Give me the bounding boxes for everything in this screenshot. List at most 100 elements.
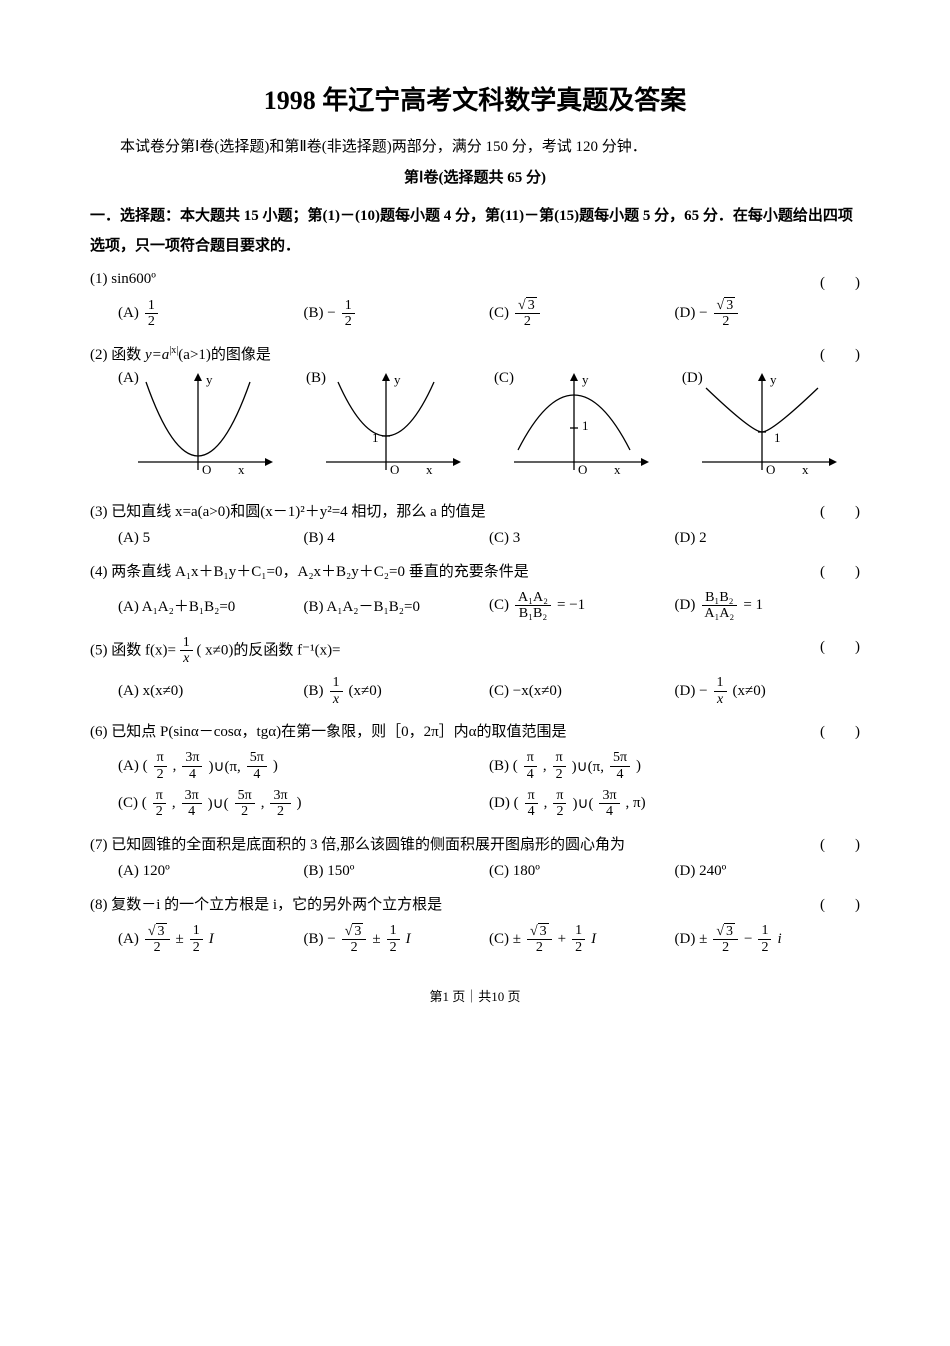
fraction-icon: π4 <box>524 750 537 782</box>
q4-options: (A) A₁A₂＋B₁B₂=0 (B) A₁A₂－B₁B₂=0 (C) A₁A₂… <box>118 587 860 625</box>
frac-den: 2 <box>572 940 585 955</box>
q6-stem: (6) 已知点 P(sinα－cosα，tgα)在第一象限，则［0，2π］内α的… <box>90 724 567 740</box>
q6-options: (A) ( π2 , 3π4 )∪(π, 5π4 ) (B) ( π4 , π2… <box>118 747 860 823</box>
sqrt-content: 3 <box>538 923 549 939</box>
frac-num: 5π <box>610 750 630 766</box>
opt-label: (D) − <box>675 683 708 700</box>
mid: )∪( <box>572 794 593 813</box>
fraction-icon: 12 <box>758 923 771 955</box>
question-1: (1) sin600º ( ) <box>90 271 860 288</box>
frac-den: 2 <box>151 940 164 955</box>
axis-x: x <box>238 462 245 477</box>
frac-den: 4 <box>186 767 199 782</box>
frac-num: π <box>153 788 166 804</box>
fraction-icon: 1 2 <box>342 298 355 330</box>
exam-page: 1998 年辽宁高考文科数学真题及答案 本试卷分第Ⅰ卷(选择题)和第Ⅱ卷(非选择… <box>0 0 950 1045</box>
q7-opt-d: (D) 240º <box>675 860 861 883</box>
pm: − <box>744 931 752 948</box>
graph-b-svg: 1 O x y <box>306 370 466 490</box>
frac-den: A₁A₂ <box>701 606 737 621</box>
graph-label: (D) <box>682 370 703 387</box>
comma: , <box>173 758 177 775</box>
q6-opt-d: (D) ( π4 , π2 )∪( 3π4 , π) <box>489 785 860 823</box>
question-6: (6) 已知点 P(sinα－cosα，tgα)在第一象限，则［0，2π］内α的… <box>90 720 860 741</box>
q1-stem: (1) sin600º <box>90 271 156 287</box>
q2-stem-prefix: (2) 函数 <box>90 347 145 363</box>
opt-label: (D) <box>675 597 696 614</box>
q3-stem: (3) 已知直线 x=a(a>0)和圆(x－1)²＋y²=4 相切，那么 a 的… <box>90 504 486 520</box>
comma: , <box>544 795 548 812</box>
q8-stem: (8) 复数－i 的一个立方根是 i，它的另外两个立方根是 <box>90 897 442 913</box>
frac-den: 4 <box>185 804 198 819</box>
frac-den: 4 <box>525 804 538 819</box>
part-1-header: 一．选择题：本大题共 15 小题；第(1)－(10)题每小题 4 分，第(11)… <box>90 201 860 261</box>
q7-stem: (7) 已知圆锥的全面积是底面积的 3 倍,那么该圆锥的侧面积展开图扇形的圆心角… <box>90 837 625 853</box>
q3-options: (A) 5 (B) 4 (C) 3 (D) 2 <box>118 527 860 550</box>
frac-den: 2 <box>758 940 771 955</box>
suf: ) <box>297 795 302 812</box>
frac-den: 2 <box>719 940 732 955</box>
frac-den: 2 <box>190 940 203 955</box>
frac-den: 2 <box>154 767 167 782</box>
frac-den: 4 <box>603 804 616 819</box>
frac-num: 3π <box>270 788 290 804</box>
q2-graphs: (A) O x y (B) 1 O <box>118 370 860 490</box>
frac-num: √3 <box>342 923 367 940</box>
frac-den: x <box>330 692 342 707</box>
q5-opt-c: (C) −x(x≠0) <box>489 680 675 703</box>
opt-suf: (x≠0) <box>349 683 382 700</box>
page-footer: 第1 页｜共10 页 <box>90 986 860 1005</box>
frac-den: 2 <box>553 767 566 782</box>
frac-num: π <box>154 750 167 766</box>
frac-num: π <box>524 750 537 766</box>
opt-label: (D) − <box>675 305 708 322</box>
answer-paren: ( ) <box>820 560 860 581</box>
opt-label: (C) ± <box>489 931 521 948</box>
fraction-icon: √32 <box>527 923 552 956</box>
frac-den: x <box>714 692 726 707</box>
frac-den: 2 <box>521 314 534 329</box>
frac-num: π <box>525 788 538 804</box>
frac-num: √3 <box>515 297 540 314</box>
q5-pre: (5) 函数 f(x)= <box>90 642 176 658</box>
q5-opt-a: (A) x(x≠0) <box>118 680 304 703</box>
frac-num: B₁B₂ <box>702 590 736 606</box>
mid: )∪(π, <box>572 757 604 776</box>
q7-options: (A) 120º (B) 150º (C) 180º (D) 240º <box>118 860 860 883</box>
suf: ) <box>636 758 641 775</box>
fraction-icon: √3 2 <box>515 297 540 330</box>
axis-one: 1 <box>774 430 781 445</box>
fraction-icon: √32 <box>342 923 367 956</box>
sqrt-content: 3 <box>156 923 167 939</box>
answer-paren: ( ) <box>820 635 860 656</box>
q5-mid: ( x≠0)的反函数 f⁻¹(x)= <box>196 642 340 658</box>
frac-num: 1 <box>758 923 771 939</box>
i-suf: I <box>209 931 214 948</box>
frac-num: π <box>553 788 566 804</box>
sqrt-content: 3 <box>724 923 735 939</box>
answer-paren: ( ) <box>820 833 860 854</box>
frac-num: 1 <box>342 298 355 314</box>
opt-label: (C) ( <box>118 795 147 812</box>
frac-num: 3π <box>599 788 619 804</box>
fraction-icon: 12 <box>190 923 203 955</box>
opt-label: (C) <box>489 305 509 322</box>
frac-den: 4 <box>250 767 263 782</box>
opt-label: (A) ( <box>118 758 148 775</box>
page-title: 1998 年辽宁高考文科数学真题及答案 <box>90 80 860 117</box>
q2-graph-b: (B) 1 O x y <box>306 370 484 490</box>
frac-num: 1 <box>387 923 400 939</box>
frac-den: 2 <box>238 804 251 819</box>
frac-num: √3 <box>145 923 170 940</box>
fraction-icon: 5π4 <box>610 750 630 782</box>
frac-den: 2 <box>533 940 546 955</box>
q2-graph-a: (A) O x y <box>118 370 296 490</box>
axis-O: O <box>390 462 399 477</box>
q3-opt-a: (A) 5 <box>118 527 304 550</box>
q2-graph-d: (D) 1 O x y <box>682 370 860 490</box>
frac-den: 2 <box>145 314 158 329</box>
axis-x: x <box>614 462 621 477</box>
fraction-icon: 1 x <box>180 635 193 667</box>
fraction-icon: √32 <box>145 923 170 956</box>
frac-num: 3π <box>182 788 202 804</box>
